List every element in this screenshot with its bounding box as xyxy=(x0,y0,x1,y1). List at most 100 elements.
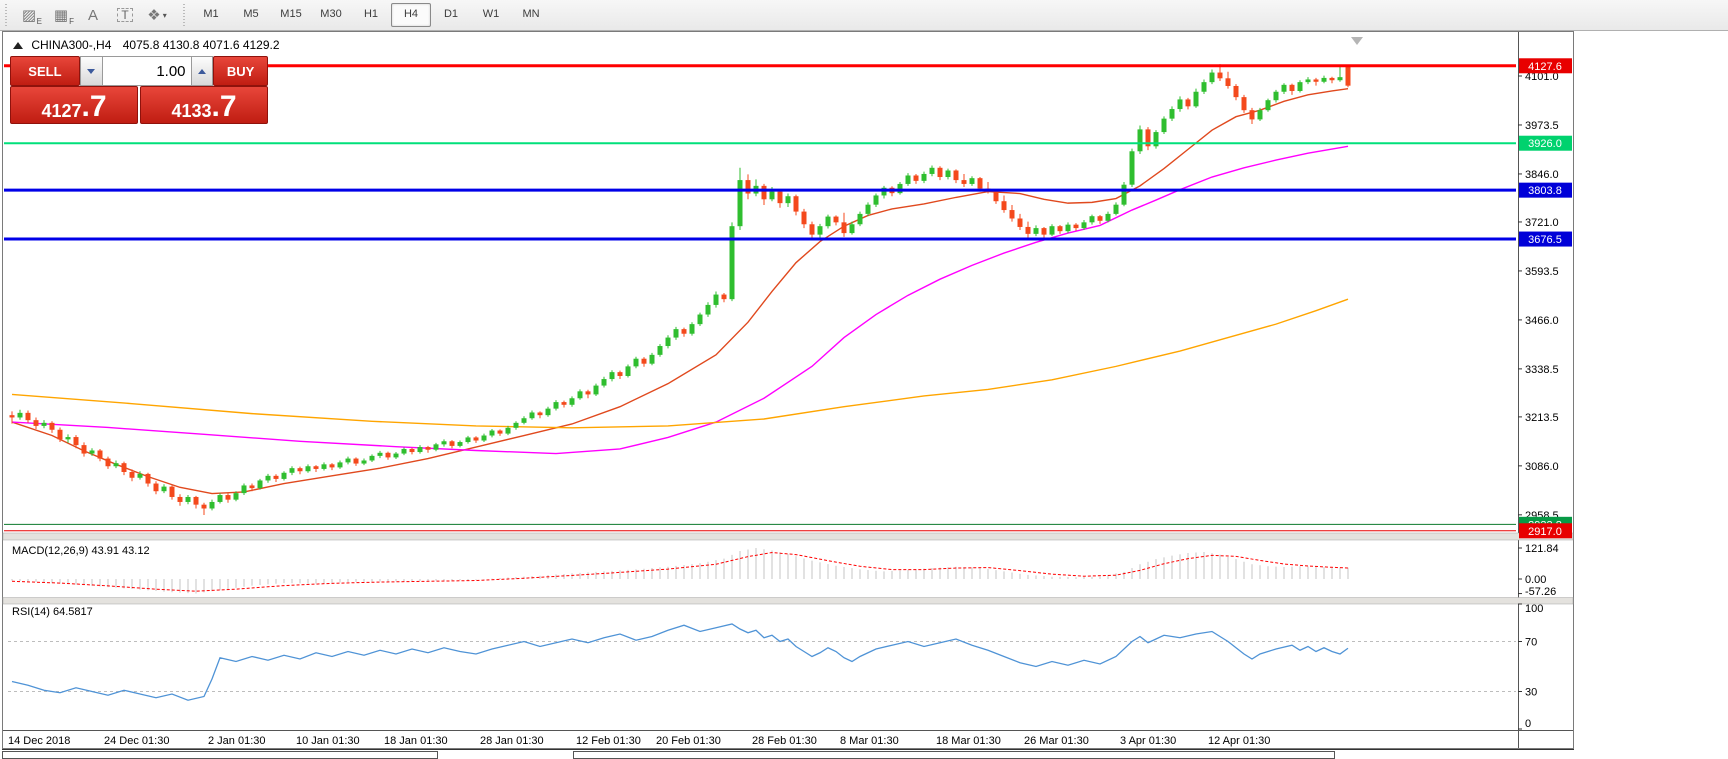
collapse-triangle-icon[interactable] xyxy=(13,42,23,49)
price-tick-label: 3338.5 xyxy=(1525,364,1559,376)
toolbar-grip[interactable] xyxy=(181,4,188,26)
timeframe-button-mn[interactable]: MN xyxy=(522,8,540,20)
candle-body xyxy=(385,452,391,458)
time-axis-label: 14 Dec 2018 xyxy=(8,735,70,747)
candle-body xyxy=(1337,77,1343,81)
timeframe-button-m30[interactable]: M30 xyxy=(320,8,342,20)
candle-body xyxy=(121,463,127,473)
candle-body xyxy=(1241,97,1247,111)
icon-subscript: E xyxy=(36,17,42,26)
candle-body xyxy=(1209,72,1215,83)
candle-body xyxy=(697,314,703,325)
candle-body xyxy=(409,448,415,453)
panel-splitter[interactable] xyxy=(2,532,1574,541)
candle-body xyxy=(281,472,287,479)
timeframe-button-h1[interactable]: H1 xyxy=(363,8,379,20)
candle-body xyxy=(873,195,879,205)
scrollbar-segment[interactable] xyxy=(2,751,438,759)
candle-body xyxy=(249,485,255,489)
buy-button[interactable]: BUY xyxy=(213,56,268,86)
volume-input[interactable] xyxy=(102,56,191,86)
candle-body xyxy=(1257,110,1263,120)
time-axis-label: 12 Apr 01:30 xyxy=(1208,735,1270,747)
ohlc-quote-label: 4075.8 4130.8 4071.6 4129.2 xyxy=(122,38,280,52)
candle-body xyxy=(633,358,639,367)
timeframe-button-d1[interactable]: D1 xyxy=(443,8,459,20)
chart-shift-marker-icon[interactable] xyxy=(1351,37,1363,45)
candle-body xyxy=(553,402,559,409)
candle-body xyxy=(217,495,223,502)
horizontal-scrollbar[interactable] xyxy=(2,749,1574,759)
shapes-dropdown-icon[interactable]: ❖ ▾ xyxy=(141,2,173,28)
ma-mid-line xyxy=(11,145,1349,455)
sell-button[interactable]: SELL xyxy=(10,56,80,86)
macd-tick-label: 121.84 xyxy=(1525,543,1559,555)
price-tick-label: 3466.0 xyxy=(1525,315,1559,327)
candle-body xyxy=(313,466,319,469)
toolbar-grip[interactable] xyxy=(3,4,10,26)
sell-price-button[interactable]: 4127 .7 xyxy=(10,86,138,124)
candle-body xyxy=(361,460,367,464)
candle-body xyxy=(825,216,831,227)
candle-body xyxy=(681,329,687,334)
candle-body xyxy=(1137,129,1143,152)
volume-decrease-button[interactable] xyxy=(79,56,103,86)
candle-body xyxy=(233,493,239,500)
candle-body xyxy=(17,412,23,418)
candle-body xyxy=(1153,132,1159,147)
candle-body xyxy=(353,458,359,464)
buy-button-label: BUY xyxy=(226,63,255,79)
price-level-badge-label: 3926.0 xyxy=(1528,138,1562,150)
font-a-icon[interactable]: A xyxy=(77,2,109,28)
candle-body xyxy=(369,455,375,461)
candle-body xyxy=(209,501,215,509)
time-axis-label: 28 Feb 01:30 xyxy=(752,735,817,747)
timeframe-button-m15[interactable]: M15 xyxy=(280,8,302,20)
price-tick-label: 3973.5 xyxy=(1525,120,1559,132)
panel-splitter[interactable] xyxy=(2,597,1574,605)
time-axis-label: 8 Mar 01:30 xyxy=(840,735,899,747)
candle-body xyxy=(481,435,487,441)
candle-body xyxy=(529,412,535,419)
buy-price-pip: .7 xyxy=(211,90,237,123)
candle-body xyxy=(265,475,271,481)
timeframe-button-m1[interactable]: M1 xyxy=(203,8,219,20)
candle-body xyxy=(169,486,175,497)
price-level-badge xyxy=(1519,182,1572,198)
candle-body xyxy=(849,224,855,234)
text-frame-t-icon[interactable]: T xyxy=(109,2,141,28)
scrollbar-segment[interactable] xyxy=(573,751,1335,759)
candle-body xyxy=(657,346,663,355)
sell-price-pip: .7 xyxy=(81,90,107,123)
icon-glyph: ▦ xyxy=(53,6,69,24)
icon-glyph: T xyxy=(117,8,133,22)
one-click-trading-panel: SELL BUY 4127 .7 4133 .7 xyxy=(10,56,268,124)
candle-body xyxy=(1249,110,1255,120)
candle-body xyxy=(241,485,247,494)
candle-body xyxy=(1273,91,1279,101)
candle-body xyxy=(289,468,295,473)
timeframe-button-w1[interactable]: W1 xyxy=(482,8,500,20)
timeframe-button-h4[interactable]: H4 xyxy=(391,3,431,27)
candle-body xyxy=(129,472,135,478)
candle-body xyxy=(305,466,311,472)
timeframe-button-m5[interactable]: M5 xyxy=(243,8,259,20)
icon-glyph: A xyxy=(87,6,98,24)
candle-body xyxy=(1289,84,1295,91)
buy-price-button[interactable]: 4133 .7 xyxy=(140,86,268,124)
rsi-tick-label: 30 xyxy=(1525,687,1537,699)
candle-body xyxy=(953,170,959,181)
volume-increase-button[interactable] xyxy=(190,56,214,86)
candle-body xyxy=(297,468,303,472)
candle-body xyxy=(897,183,903,194)
candle-body xyxy=(601,379,607,386)
candle-body xyxy=(1105,213,1111,221)
indicator-hatch-e-icon[interactable]: ▨ E xyxy=(13,2,45,28)
grid-f-icon[interactable]: ▦ F xyxy=(45,2,77,28)
rsi-line xyxy=(11,623,1349,701)
icon-subscript: F xyxy=(69,17,74,26)
symbol-period-label: CHINA300-,H4 xyxy=(31,38,112,52)
candle-body xyxy=(113,463,119,467)
